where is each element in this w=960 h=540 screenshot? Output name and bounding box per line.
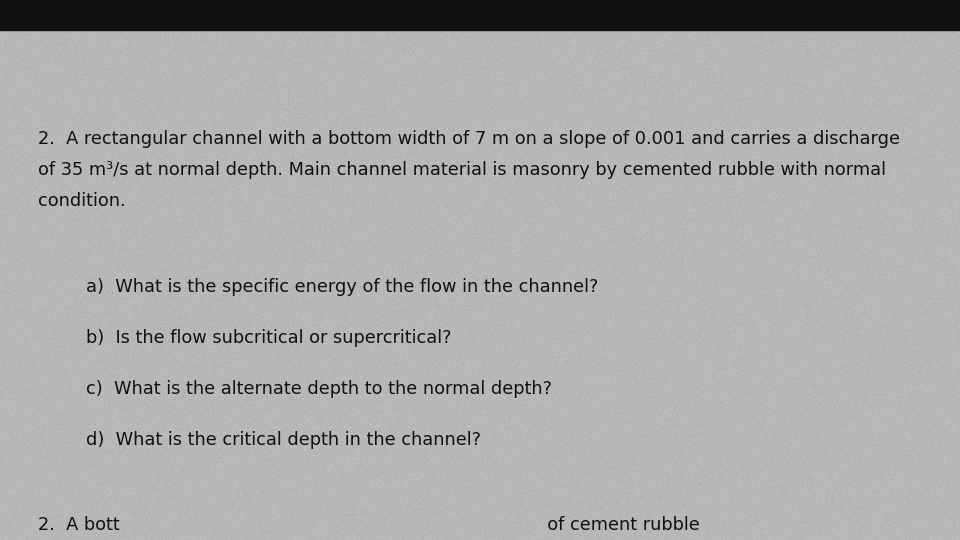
Text: a)  What is the specific energy of the flow in the channel?: a) What is the specific energy of the fl… — [86, 278, 599, 295]
Text: b)  Is the flow subcritical or supercritical?: b) Is the flow subcritical or supercriti… — [86, 329, 452, 347]
Text: 2.  A rectangular channel with a bottom width of 7 m on a slope of 0.001 and car: 2. A rectangular channel with a bottom w… — [38, 130, 900, 147]
Text: condition.: condition. — [38, 192, 126, 210]
Text: of 35 m³/s at normal depth. Main channel material is masonry by cemented rubble : of 35 m³/s at normal depth. Main channel… — [38, 161, 886, 179]
Text: d)  What is the critical depth in the channel?: d) What is the critical depth in the cha… — [86, 431, 481, 449]
Text: c)  What is the alternate depth to the normal depth?: c) What is the alternate depth to the no… — [86, 380, 552, 398]
Text: 2.  A bott                                                                      : 2. A bott — [38, 516, 700, 534]
